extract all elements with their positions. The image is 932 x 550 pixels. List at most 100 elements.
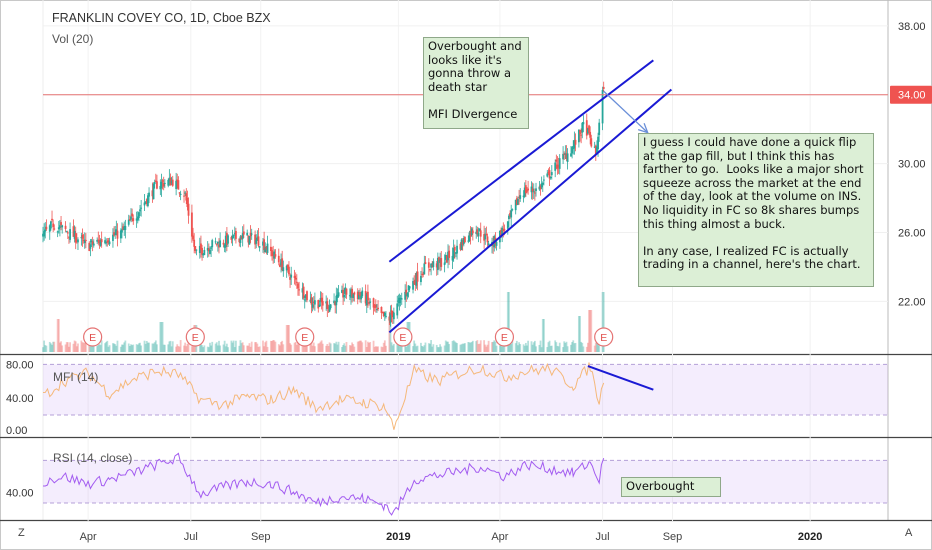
candle-body xyxy=(106,241,109,243)
candle-body xyxy=(543,179,545,181)
y-tick-label-0: 38.00 xyxy=(898,21,926,33)
candle-body xyxy=(424,262,427,265)
volume-bar xyxy=(400,344,403,352)
volume-bar xyxy=(348,345,351,352)
candle-body xyxy=(293,275,296,278)
rsi-label: RSI (14, close) xyxy=(53,451,133,465)
volume-bar xyxy=(500,341,502,352)
candle-body xyxy=(565,153,568,160)
candle-body xyxy=(479,230,482,237)
volume-bar xyxy=(130,344,132,352)
candle-body xyxy=(225,232,228,245)
candle-body xyxy=(571,147,574,154)
candle-body xyxy=(122,226,125,231)
candle-body xyxy=(224,235,227,248)
volume-bar xyxy=(499,345,501,352)
volume-bar xyxy=(89,344,92,352)
candle-body xyxy=(318,304,321,307)
candle-body xyxy=(389,313,392,323)
candle-body xyxy=(140,207,143,209)
volume-bar xyxy=(272,340,275,352)
candle-body xyxy=(254,234,256,245)
candle-body xyxy=(526,190,528,192)
volume-bar xyxy=(470,341,473,352)
candle-body xyxy=(407,285,410,291)
candle-body xyxy=(175,180,178,190)
volume-bar xyxy=(60,341,62,352)
candle-body xyxy=(348,295,351,297)
earnings-marker-label-5: E xyxy=(600,332,607,344)
volume-bar xyxy=(421,345,423,352)
volume-bar xyxy=(562,347,564,352)
last-price-label: 34.00 xyxy=(898,90,926,102)
volume-bar xyxy=(440,346,443,352)
candle-body xyxy=(487,243,490,246)
volume-bar xyxy=(342,345,344,352)
toolbar-zoom-button[interactable]: Z xyxy=(18,527,25,539)
volume-bar xyxy=(345,341,348,352)
volume-bar xyxy=(156,344,158,352)
earnings-marker xyxy=(295,327,315,347)
candle-body xyxy=(160,181,163,189)
candle-body xyxy=(573,140,576,149)
volume-bar xyxy=(45,345,48,352)
earnings-marker-label-1: E xyxy=(192,332,199,344)
volume-bar xyxy=(412,346,414,352)
candle-body xyxy=(582,122,585,125)
volume-bar xyxy=(587,342,589,352)
earnings-marker-label-3: E xyxy=(399,332,406,344)
volume-bar xyxy=(531,344,534,352)
volume-bar xyxy=(269,340,272,352)
candle-body xyxy=(294,277,297,280)
candle-body xyxy=(377,307,379,310)
earnings-marker-label-0: E xyxy=(89,332,96,344)
candle-body xyxy=(422,273,425,276)
candle-body xyxy=(556,164,559,169)
x-tick-label-0: Apr xyxy=(80,531,97,543)
candle-body xyxy=(510,210,513,218)
candle-body xyxy=(42,233,44,237)
volume-bar xyxy=(131,345,134,352)
candle-body xyxy=(81,235,84,239)
candle-body xyxy=(91,241,94,245)
candle-body xyxy=(579,129,581,135)
x-tick-label-3: 2019 xyxy=(386,531,410,543)
candle-body xyxy=(541,182,544,185)
candle-body xyxy=(447,251,449,261)
candle-body xyxy=(357,294,360,300)
candle-body xyxy=(438,257,440,262)
volume-bar xyxy=(335,341,338,352)
candle-body xyxy=(468,232,471,242)
candle-body xyxy=(361,290,364,297)
candle-body xyxy=(311,304,314,308)
candle-body xyxy=(96,239,99,242)
candle-body xyxy=(396,303,399,316)
volume-bar xyxy=(139,342,141,352)
volume-bar xyxy=(436,347,439,352)
volume-bar xyxy=(210,345,212,352)
candle-body xyxy=(570,153,572,157)
candle-body xyxy=(345,288,348,295)
volume-bar xyxy=(443,345,446,352)
candle-body xyxy=(105,242,108,244)
volume-bar xyxy=(535,346,537,352)
candle-body xyxy=(72,226,75,237)
candle-body xyxy=(518,196,520,198)
volume-bar xyxy=(73,340,76,352)
y-tick-label-3: 26.00 xyxy=(898,227,926,239)
candle-body xyxy=(69,229,71,240)
volume-bar xyxy=(152,343,155,352)
volume-bar xyxy=(302,344,305,352)
volume-bar xyxy=(247,345,250,352)
candle-body xyxy=(233,232,236,234)
candle-body xyxy=(290,274,293,278)
toolbar-auto-scale-button[interactable]: A xyxy=(905,527,913,539)
candle-body xyxy=(131,213,134,217)
candle-body xyxy=(451,255,454,261)
volume-bar xyxy=(429,343,431,352)
candle-body xyxy=(74,233,77,243)
volume-bar xyxy=(207,347,210,352)
volume-bar xyxy=(518,342,520,352)
candle-body xyxy=(265,246,268,250)
candle-body xyxy=(443,262,446,266)
